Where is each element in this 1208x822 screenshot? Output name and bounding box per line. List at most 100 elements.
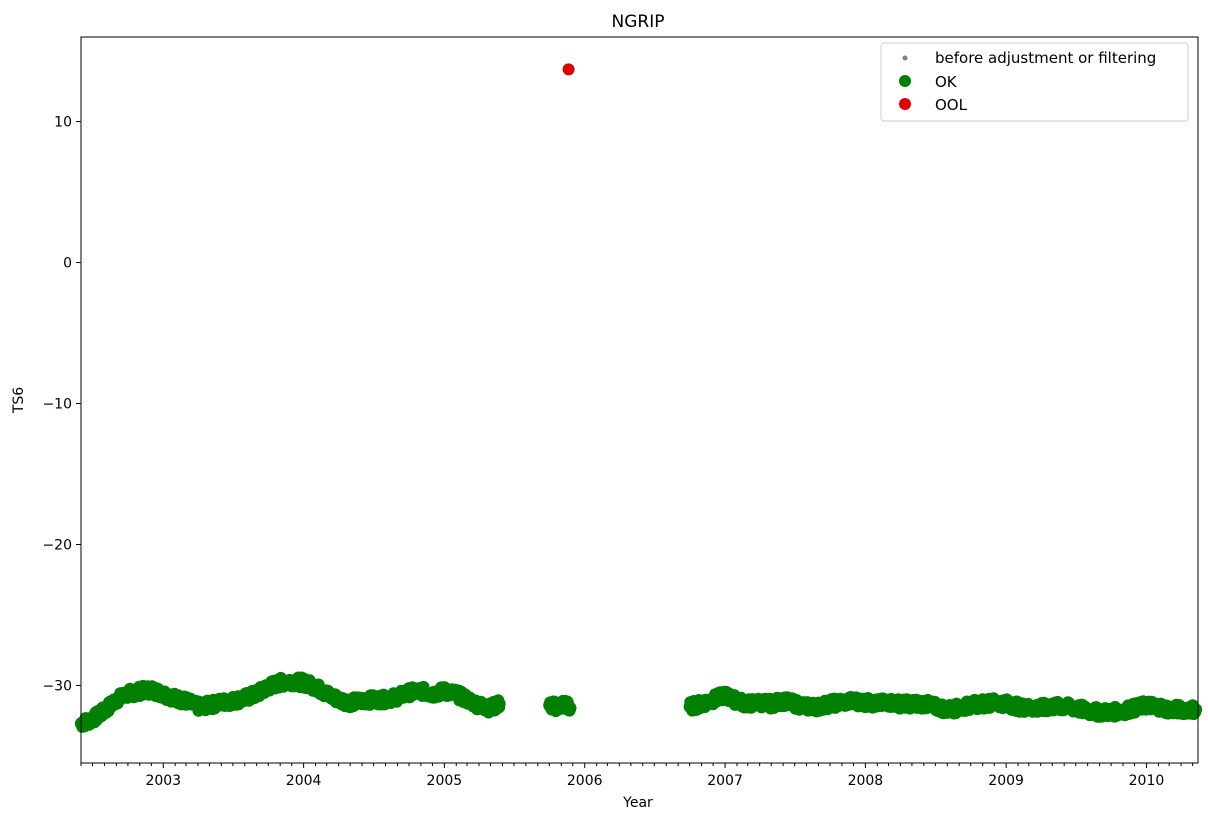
data-point: [1140, 699, 1153, 712]
x-tick-label: 2006: [567, 773, 603, 789]
y-tick-label: −20: [42, 537, 72, 553]
legend-marker-ok: [899, 75, 911, 87]
data-point: [777, 695, 790, 707]
data-point: [169, 692, 182, 705]
data-point: [379, 693, 392, 706]
data-point: [1152, 700, 1165, 713]
legend-box: [880, 42, 1189, 122]
data-point: [226, 695, 239, 707]
data-point: [274, 676, 287, 689]
data-point: [1012, 700, 1024, 713]
data-point: [332, 693, 345, 706]
data-point: [847, 695, 860, 707]
data-point: [929, 700, 942, 713]
data-point: [450, 687, 463, 700]
legend: before adjustment or filtering OK OOL: [880, 42, 1189, 122]
y-tick-label: 0: [63, 256, 72, 272]
data-point: [988, 696, 1001, 709]
data-point: [731, 695, 743, 707]
data-point: [882, 696, 895, 709]
legend-marker-ool: [899, 98, 911, 110]
data-point: [215, 696, 228, 709]
data-point: [98, 704, 111, 717]
data-point: [238, 692, 251, 705]
data-point: [1081, 704, 1094, 717]
data-point: [297, 676, 310, 689]
series-ok: [75, 671, 1203, 733]
legend-label-ool: OOL: [935, 96, 968, 114]
data-point: [953, 702, 966, 714]
legend-label-ok: OK: [935, 73, 958, 91]
data-point: [484, 702, 497, 714]
data-point: [871, 697, 884, 710]
data-point: [1000, 697, 1013, 710]
data-point: [1117, 704, 1129, 717]
data-point: [753, 696, 766, 709]
data-point: [473, 699, 485, 712]
data-point: [309, 680, 322, 693]
data-point: [765, 697, 778, 710]
data-point: [788, 697, 801, 710]
data-point: [917, 697, 930, 710]
x-tick-label: 2007: [707, 773, 743, 789]
data-point: [562, 63, 575, 76]
y-tick-label: −10: [42, 397, 72, 413]
data-point: [859, 696, 872, 709]
data-point: [1190, 703, 1203, 716]
data-point: [414, 685, 427, 698]
data-point: [719, 689, 732, 702]
data-point: [1046, 700, 1059, 713]
data-point: [121, 687, 134, 700]
data-point: [250, 687, 263, 700]
x-tick-label: 2008: [848, 773, 884, 789]
data-point: [344, 696, 357, 709]
data-point: [86, 713, 99, 726]
data-point: [564, 702, 577, 714]
data-point: [941, 703, 954, 716]
data-point: [824, 697, 836, 710]
data-point: [367, 693, 380, 706]
data-point: [812, 700, 825, 713]
data-point: [493, 697, 506, 710]
data-point: [262, 680, 275, 693]
data-point: [1175, 703, 1188, 716]
data-point: [800, 700, 813, 713]
data-point: [320, 687, 333, 700]
data-point: [285, 675, 298, 688]
data-point: [1034, 702, 1047, 714]
plot-frame: [80, 36, 1199, 764]
data-point: [356, 695, 369, 707]
data-point: [391, 690, 404, 703]
data-point: [905, 697, 918, 710]
data-point: [133, 685, 146, 698]
y-tick-label: −30: [42, 678, 72, 694]
x-tick-label: 2004: [286, 773, 322, 789]
data-point: [145, 683, 158, 696]
legend-marker-before: [902, 55, 908, 61]
data-point: [683, 700, 696, 713]
data-point: [438, 685, 451, 698]
axes: −30 −20 −10 0 10 2003 2004 2005 2006 2007 2008 2009…: [42, 115, 1194, 789]
x-tick-label: 2003: [145, 773, 181, 789]
data-point: [403, 686, 415, 699]
x-tick-label: 2005: [427, 773, 463, 789]
data-point: [976, 697, 989, 710]
data-point: [461, 693, 473, 706]
data-point: [835, 696, 848, 709]
data-point: [1069, 702, 1082, 714]
data-point: [110, 693, 123, 706]
data-point: [1128, 702, 1141, 714]
series-ool: [562, 63, 575, 76]
data-marks: [75, 63, 1203, 733]
x-tick-label: 2010: [1129, 773, 1165, 789]
y-tick-label: 10: [54, 115, 72, 131]
data-point: [191, 700, 204, 713]
data-point: [707, 693, 720, 706]
y-axis-label: TS6: [11, 387, 27, 414]
data-point: [1163, 703, 1176, 716]
data-point: [1058, 700, 1071, 713]
data-point: [1105, 706, 1118, 719]
data-point: [741, 697, 754, 710]
data-point: [1022, 702, 1035, 714]
